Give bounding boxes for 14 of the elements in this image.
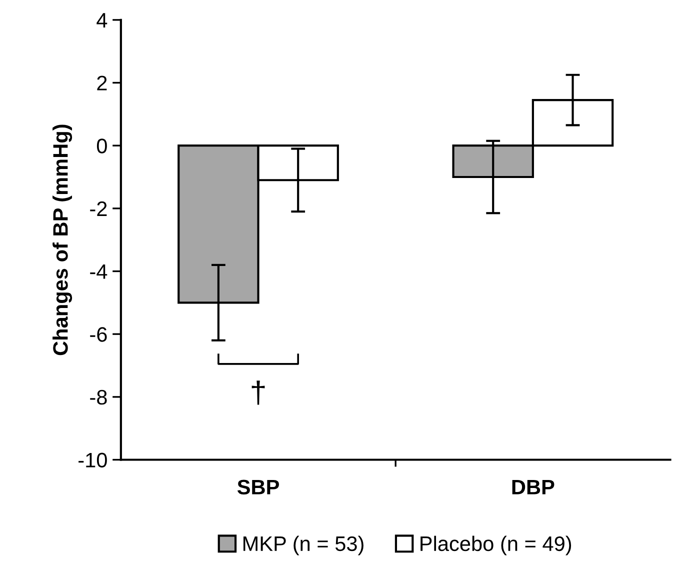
legend-label: MKP (n = 53)	[243, 536, 364, 556]
y-tick-label: -2	[90, 201, 107, 216]
y-tick-label: -6	[90, 327, 107, 342]
x-tick-label: DBP	[512, 480, 554, 494]
x-tick-label: SBP	[237, 480, 279, 494]
y-axis-title: Changes of BP (mmHg)	[52, 124, 72, 356]
annotation: †	[252, 380, 265, 405]
y-tick-label: 0	[96, 138, 107, 154]
y-tick-label: -10	[78, 452, 107, 468]
legend-label: Placebo (n = 49)	[420, 536, 572, 556]
y-tick-label: -8	[90, 390, 107, 405]
y-tick-label: 4	[96, 13, 108, 28]
y-tick-label: -4	[90, 264, 108, 279]
y-tick-label: 2	[97, 76, 107, 90]
